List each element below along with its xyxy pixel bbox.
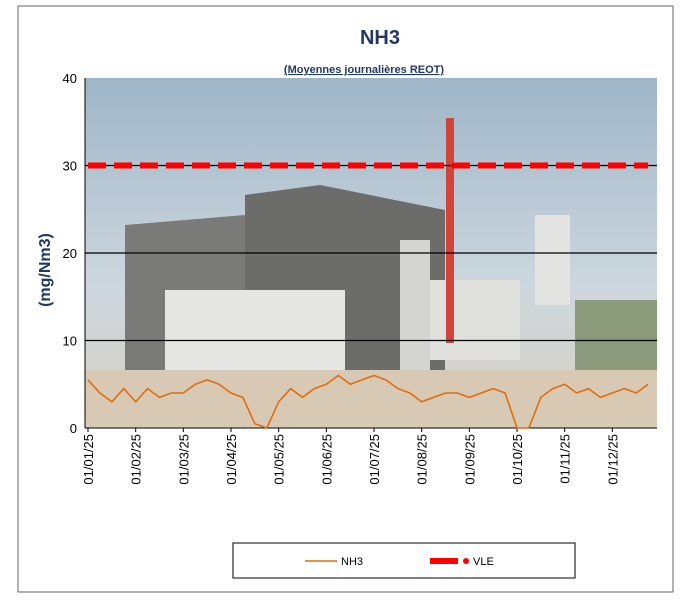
x-tick-label: 01/05/25 [272, 434, 287, 485]
x-tick-label: 01/06/25 [319, 434, 334, 485]
y-tick-label: 40 [63, 71, 77, 86]
y-tick-label: 10 [63, 334, 77, 349]
legend-label: NH3 [341, 556, 363, 568]
data-line [87, 374, 649, 430]
y-tick-label: 0 [70, 421, 77, 436]
chart-title: NH3 [360, 27, 400, 49]
x-tick-label: 01/11/25 [558, 434, 573, 484]
legend-box [232, 542, 576, 579]
legend-swatch [463, 558, 469, 564]
legend-label: VLE [473, 556, 494, 568]
x-tick-label: 01/12/25 [605, 434, 620, 485]
x-tick-label: 01/10/25 [510, 434, 525, 485]
x-tick-label: 01/07/25 [367, 434, 382, 485]
background-photo [85, 78, 657, 428]
y-tick-label: 30 [63, 159, 77, 174]
x-tick-label: 01/01/25 [81, 434, 96, 485]
y-axis-label: (mg/Nm3) [37, 233, 54, 307]
y-tick-label: 20 [63, 246, 77, 261]
x-tick-label: 01/04/25 [224, 434, 239, 485]
x-tick-label: 01/09/25 [462, 434, 477, 485]
x-tick-label: 01/08/25 [415, 434, 430, 485]
chart-subtitle: (Moyennes journalières REOT) [284, 64, 444, 76]
x-tick-label: 01/03/25 [176, 434, 191, 485]
x-tick-label: 01/02/25 [129, 434, 144, 485]
